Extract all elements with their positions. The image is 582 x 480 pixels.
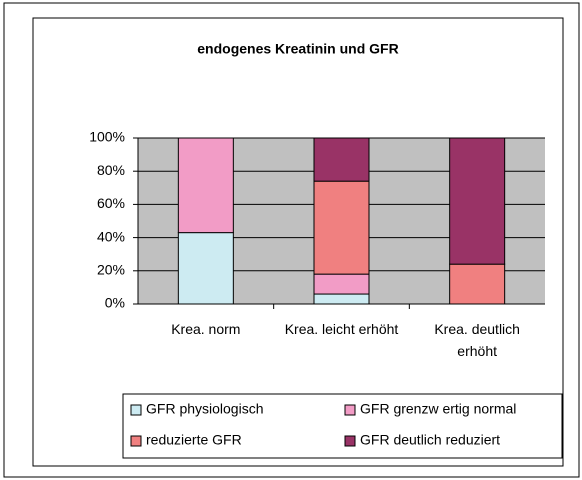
bar-segment	[313, 293, 370, 305]
legend-box	[122, 393, 563, 459]
legend-swatch	[344, 435, 356, 447]
y-tick-label: 80%	[97, 162, 125, 178]
y-tick-label: 40%	[97, 228, 125, 244]
legend-label: GFR physiologisch	[146, 401, 264, 417]
legend-swatch	[130, 435, 142, 447]
bar-segment	[313, 137, 370, 182]
legend-swatch	[130, 404, 142, 416]
bar-segment	[177, 232, 234, 305]
x-tick-label: Krea. norm	[171, 321, 241, 337]
bar-segment	[449, 137, 506, 265]
y-tick-label: 100%	[89, 129, 125, 145]
y-tick-label: 20%	[97, 262, 125, 278]
bar-segment	[313, 273, 370, 295]
legend-swatch	[344, 404, 356, 416]
legend-label: reduzierte GFR	[146, 432, 242, 448]
x-tick-label: Krea. leicht erhöht	[284, 321, 399, 337]
y-tick-label: 0%	[105, 295, 125, 311]
x-tick-label: Krea. deutlich erhöht	[434, 321, 520, 359]
bar-segment	[177, 137, 234, 234]
bar-segment	[449, 263, 506, 305]
legend-label: GFR deutlich reduziert	[360, 432, 500, 448]
y-tick-label: 60%	[97, 195, 125, 211]
legend-label: GFR grenzw ertig normal	[360, 401, 516, 417]
chart-title: endogenes Kreatinin und GFR	[197, 41, 398, 57]
bar-segment	[313, 180, 370, 275]
